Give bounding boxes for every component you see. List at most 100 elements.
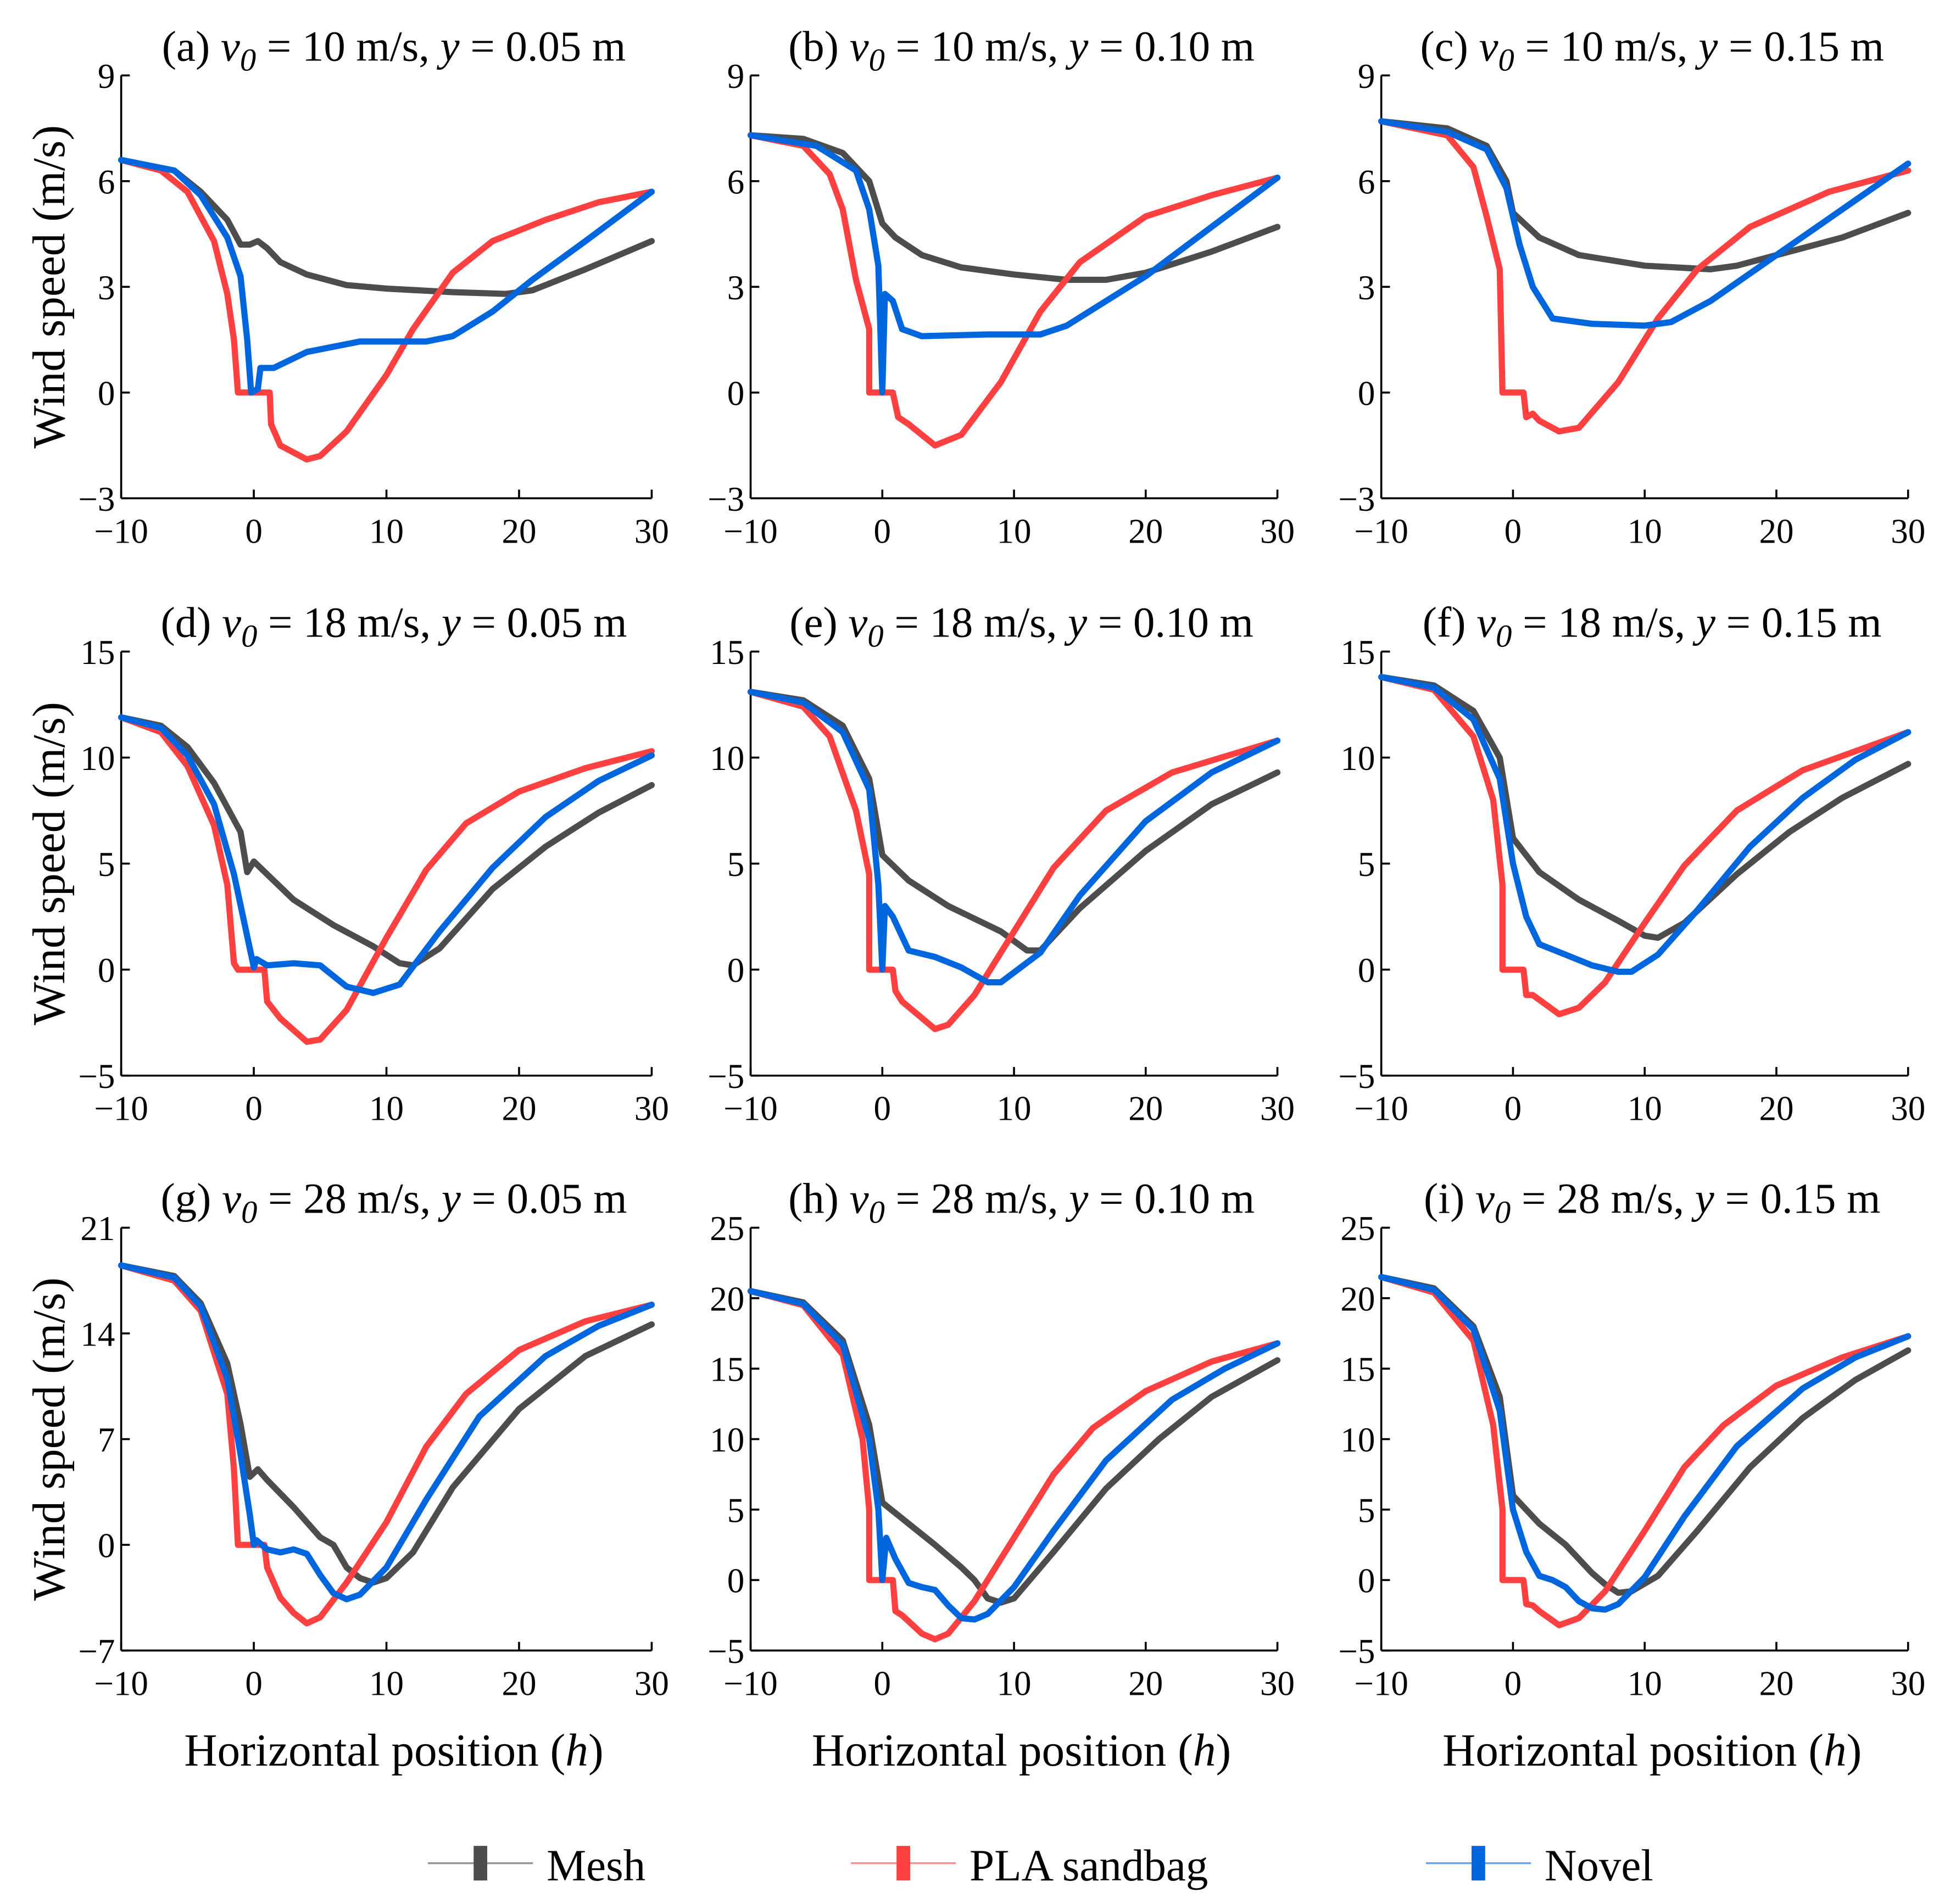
x-tick-label: 30 xyxy=(1260,512,1295,550)
x-tick-label: 10 xyxy=(369,1090,404,1128)
title-part: (b) xyxy=(788,23,850,70)
title-part: (e) xyxy=(789,599,848,646)
title-part: = 0.15 m xyxy=(1715,599,1882,646)
series-mesh xyxy=(747,132,1281,283)
series-mesh xyxy=(1378,1274,1912,1596)
y-axis-label: Wind speed (m/s) xyxy=(24,702,75,1025)
y-tick-label: 15 xyxy=(710,633,744,672)
y-tick-label: 9 xyxy=(727,57,745,96)
x-tick-label: 0 xyxy=(245,1090,263,1128)
y-tick-label: 5 xyxy=(1358,845,1375,884)
title-part: y xyxy=(1692,599,1715,646)
y-tick-label: 10 xyxy=(710,739,744,778)
title-part: (h) xyxy=(788,1175,850,1223)
x-tick-label: 10 xyxy=(369,1665,404,1703)
title-part: v xyxy=(850,23,869,70)
x-tick-label: 20 xyxy=(1759,1665,1793,1703)
y-tick-label: 6 xyxy=(98,163,115,201)
x-tick-label: 20 xyxy=(1759,512,1793,550)
y-tick-label: −3 xyxy=(78,480,115,518)
x-label-unit: h xyxy=(565,1726,588,1776)
x-tick-label: 0 xyxy=(245,1665,263,1703)
title-part: 0 xyxy=(1496,618,1512,654)
y-tick-label: 0 xyxy=(98,1526,115,1565)
panel-title: (e) v0 = 18 m/s, y = 0.10 m xyxy=(789,599,1253,654)
title-part: v xyxy=(850,1175,869,1223)
x-label-unit: h xyxy=(1824,1726,1847,1776)
x-tick-label: 0 xyxy=(874,512,892,550)
panel-title: (a) v0 = 10 m/s, y = 0.05 m xyxy=(162,23,626,77)
panel-title: (g) v0 = 28 m/s, y = 0.05 m xyxy=(161,1175,627,1230)
title-part: = 0.10 m xyxy=(1088,1175,1255,1223)
y-tick-label: 0 xyxy=(98,951,115,990)
title-part: = 0.05 m xyxy=(461,599,627,646)
x-tick-label: 20 xyxy=(502,1665,536,1703)
x-tick-label: 20 xyxy=(1128,1090,1163,1128)
x-label-close: ) xyxy=(588,1726,604,1776)
y-tick-label: 5 xyxy=(727,845,745,884)
y-tick-label: −5 xyxy=(707,1632,744,1671)
series-novel xyxy=(747,1288,1281,1623)
x-tick-label: 30 xyxy=(1260,1090,1295,1128)
series-pla-sandbag xyxy=(118,714,655,1045)
series-novel xyxy=(118,157,655,396)
title-part: v xyxy=(1476,599,1496,646)
x-label-unit: h xyxy=(1193,1726,1216,1776)
x-tick-label: −10 xyxy=(94,512,148,550)
x-label-text: Horizontal position ( xyxy=(1442,1726,1824,1776)
x-tick-label: −10 xyxy=(94,1090,148,1128)
title-part: y xyxy=(1065,23,1088,70)
title-part: = 0.10 m xyxy=(1087,599,1253,646)
title-part: 0 xyxy=(240,42,256,77)
panel-i: (i) v0 = 28 m/s, y = 0.15 m−50510152025−… xyxy=(1338,1175,1925,1703)
title-part: = 10 m/s, xyxy=(1514,23,1699,70)
x-label-close: ) xyxy=(1847,1726,1862,1776)
title-part: (i) xyxy=(1424,1175,1475,1223)
title-part: (g) xyxy=(161,1175,222,1223)
title-part: y xyxy=(437,23,460,70)
y-tick-label: 0 xyxy=(1358,374,1375,412)
y-tick-label: −7 xyxy=(78,1632,115,1671)
y-tick-label: 15 xyxy=(80,633,115,672)
title-part: = 18 m/s, xyxy=(884,599,1068,646)
y-tick-label: 15 xyxy=(1340,633,1375,672)
title-part: 0 xyxy=(867,618,883,654)
title-part: y xyxy=(438,599,461,646)
x-label-text: Horizontal position ( xyxy=(812,1726,1193,1776)
x-tick-label: 30 xyxy=(634,1665,669,1703)
title-part: 0 xyxy=(241,1194,257,1230)
y-tick-label: 21 xyxy=(80,1209,115,1248)
series-novel xyxy=(1378,674,1912,975)
y-tick-label: 3 xyxy=(1358,269,1375,307)
y-tick-label: 25 xyxy=(710,1209,744,1248)
y-tick-label: 20 xyxy=(710,1280,744,1318)
title-part: v xyxy=(1479,23,1498,70)
series-novel xyxy=(747,689,1281,986)
x-tick-label: 0 xyxy=(874,1665,892,1703)
y-axis-label: Wind speed (m/s) xyxy=(24,1277,75,1601)
panel-title: (h) v0 = 28 m/s, y = 0.10 m xyxy=(788,1175,1255,1230)
x-axis-label: Horizontal position (h) xyxy=(184,1726,603,1776)
x-tick-label: 10 xyxy=(997,1665,1032,1703)
title-part: 0 xyxy=(1495,1194,1511,1230)
x-tick-label: 30 xyxy=(1891,1090,1925,1128)
series-pla-sandbag xyxy=(1378,674,1912,1018)
title-part: = 18 m/s, xyxy=(1512,599,1696,646)
y-tick-label: −3 xyxy=(1338,480,1375,518)
x-tick-label: 10 xyxy=(997,512,1032,550)
legend: Mesh PLA sandbag Novel xyxy=(427,1841,1653,1890)
x-tick-label: 0 xyxy=(1505,512,1522,550)
title-part: = 0.05 m xyxy=(461,1175,627,1223)
legend-label: Mesh xyxy=(547,1841,645,1890)
y-tick-label: 0 xyxy=(98,374,115,412)
x-label-text: Horizontal position ( xyxy=(184,1726,565,1776)
x-tick-label: 20 xyxy=(1128,1665,1163,1703)
y-tick-label: −5 xyxy=(1338,1632,1375,1671)
title-part: (a) xyxy=(162,23,221,70)
title-part: v xyxy=(221,23,240,70)
y-tick-label: 3 xyxy=(98,269,115,307)
